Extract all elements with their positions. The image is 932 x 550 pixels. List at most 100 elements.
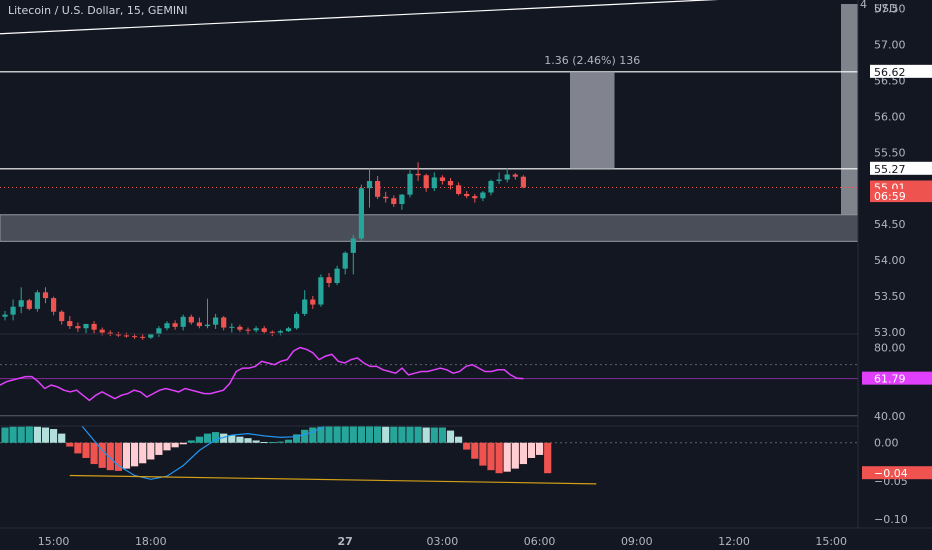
candle bbox=[456, 185, 462, 194]
macd-bar bbox=[244, 438, 252, 443]
support-zone-group bbox=[0, 4, 859, 242]
candle bbox=[75, 326, 81, 329]
candle bbox=[464, 193, 470, 197]
candle bbox=[253, 328, 259, 331]
price-tick-label: 54.00 bbox=[874, 254, 906, 267]
price-tag-label: 06:59 bbox=[874, 190, 906, 203]
candle bbox=[115, 334, 121, 336]
macd-bar bbox=[519, 442, 527, 465]
macd-bar bbox=[203, 433, 212, 443]
support-zone bbox=[0, 214, 859, 242]
macd-bar bbox=[212, 432, 220, 443]
candle bbox=[261, 328, 267, 332]
macd-bar bbox=[503, 442, 511, 472]
price-pane[interactable]: 1.36 (2.46%) 136 bbox=[0, 0, 872, 340]
candle bbox=[91, 323, 97, 330]
time-tick-label: 09:00 bbox=[621, 535, 653, 548]
rsi-tick-label: 40.00 bbox=[874, 410, 906, 423]
candle bbox=[366, 181, 373, 189]
candle bbox=[188, 316, 194, 323]
corner-digit: 4 bbox=[860, 0, 867, 11]
price-tag-box bbox=[870, 161, 932, 175]
macd-bar bbox=[495, 442, 503, 474]
macd-bar bbox=[398, 426, 406, 443]
time-tick-label: 06:00 bbox=[524, 535, 556, 548]
macd-bar bbox=[284, 439, 293, 443]
price-tick-label: 55.50 bbox=[874, 146, 906, 159]
macd-bar bbox=[325, 426, 333, 443]
macd-bar bbox=[382, 426, 390, 443]
candle bbox=[302, 299, 308, 314]
macd-bar bbox=[301, 429, 309, 443]
macd-bar bbox=[260, 441, 268, 443]
candle bbox=[18, 300, 24, 307]
macd-bar bbox=[74, 442, 82, 454]
candle bbox=[221, 317, 227, 328]
macd-bar bbox=[163, 442, 171, 451]
macd-bar bbox=[220, 433, 228, 443]
macd-bar bbox=[276, 441, 284, 443]
candle bbox=[407, 173, 413, 195]
macd-bar bbox=[349, 426, 357, 443]
rsi-pane[interactable]: 80.00 40.00 61.79 bbox=[0, 342, 932, 423]
candle bbox=[504, 174, 510, 180]
price-tick-label: 53.00 bbox=[874, 326, 906, 339]
price-axis[interactable]: 57.5057.0056.5056.0055.5055.0054.5054.00… bbox=[874, 3, 906, 339]
measure-box bbox=[570, 71, 615, 169]
price-tag-box bbox=[870, 189, 932, 203]
time-axis[interactable]: 15:00 18:00 27 03:00 06:00 09:00 12:00 15:00 bbox=[38, 535, 847, 548]
candle bbox=[294, 313, 300, 329]
candle bbox=[204, 324, 211, 327]
macd-bar bbox=[187, 440, 195, 443]
rsi-tag-label: 61.79 bbox=[874, 373, 906, 386]
macd-bar bbox=[179, 442, 187, 445]
macd-bar bbox=[365, 426, 374, 443]
macd-bar bbox=[9, 426, 17, 443]
time-tick-label: 12:00 bbox=[718, 535, 750, 548]
candle bbox=[99, 329, 105, 333]
price-tag-label: 55.27 bbox=[874, 163, 906, 176]
price-tick-label: 57.00 bbox=[874, 39, 906, 52]
macd-bar bbox=[106, 442, 114, 471]
candle bbox=[67, 321, 73, 327]
candle bbox=[334, 268, 340, 284]
candle bbox=[496, 179, 502, 182]
time-tick-label: 27 bbox=[338, 535, 353, 548]
time-tick-label: 15:00 bbox=[38, 535, 70, 548]
candle bbox=[83, 323, 89, 329]
macd-bar bbox=[131, 442, 139, 467]
macd-bar bbox=[155, 442, 163, 455]
candle bbox=[237, 326, 243, 330]
macd-trendline bbox=[69, 474, 597, 485]
macd-pane[interactable]: 0.00−0.05−0.10−0.04 bbox=[0, 425, 932, 526]
macd-bar bbox=[544, 442, 552, 474]
trendline bbox=[0, 0, 719, 35]
candle bbox=[277, 331, 283, 333]
macd-bar bbox=[90, 442, 98, 465]
candle bbox=[399, 194, 405, 204]
macd-bar bbox=[139, 442, 147, 464]
measure-group: 1.36 (2.46%) 136 bbox=[544, 54, 640, 169]
price-tick-label: 56.00 bbox=[874, 110, 906, 123]
price-tick-label: 54.50 bbox=[874, 218, 906, 231]
macd-bar bbox=[228, 435, 236, 443]
candle bbox=[180, 316, 186, 327]
candle bbox=[164, 323, 170, 329]
rsi-tick-label: 80.00 bbox=[874, 342, 906, 355]
macd-bar bbox=[309, 427, 317, 443]
macd-bar bbox=[471, 442, 479, 459]
macd-bar bbox=[487, 442, 495, 471]
macd-bar bbox=[82, 442, 90, 458]
candle bbox=[213, 317, 219, 325]
macd-bar bbox=[414, 426, 422, 443]
candle bbox=[415, 173, 421, 176]
candle bbox=[512, 174, 518, 177]
macd-bar bbox=[317, 426, 325, 443]
macd-bar bbox=[446, 430, 455, 443]
macd-bar bbox=[293, 434, 301, 443]
candle bbox=[42, 292, 49, 299]
macd-bar bbox=[438, 427, 446, 443]
candle bbox=[439, 177, 445, 182]
